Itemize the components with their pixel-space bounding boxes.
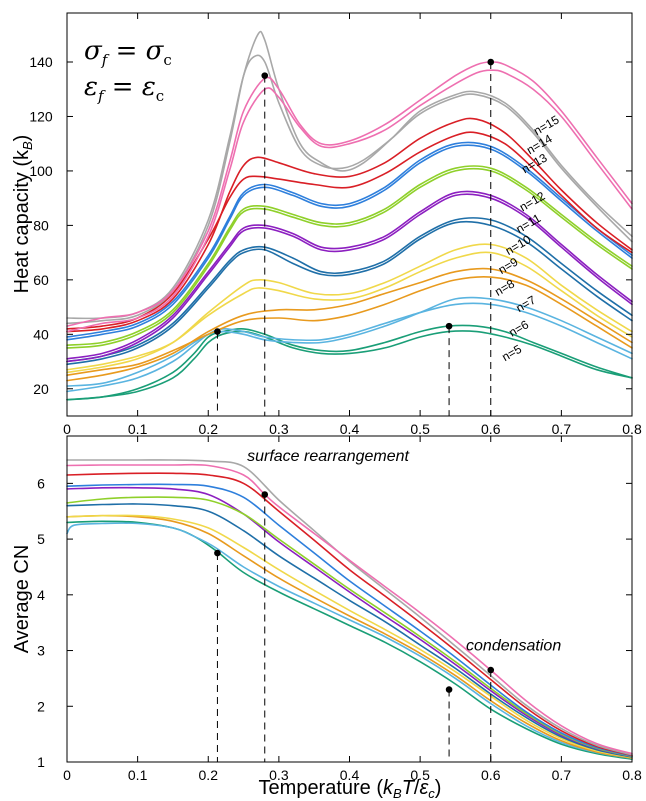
series-label-n8: n=8	[492, 276, 517, 298]
series-line-n7-2	[66, 514, 633, 759]
ytick-label: 2	[37, 698, 45, 714]
marker-dot-2	[445, 322, 453, 330]
annotation-surface-rearrangement: surface rearrangement	[247, 448, 409, 465]
ytick-label: 6	[37, 475, 45, 491]
series-line-n8-7	[66, 251, 633, 371]
xtick-label: 0.3	[269, 767, 289, 783]
marker-dot-1	[261, 491, 269, 498]
ytick-label: 4	[37, 587, 45, 603]
series-line-n5-1	[66, 324, 633, 401]
series-label-n9: n=9	[496, 255, 521, 277]
equation-epsilon: εf = εc	[84, 72, 164, 105]
series-line-n11-6	[66, 496, 633, 758]
series-line-n15-21	[66, 69, 633, 333]
equation-sigma: σf = σc	[84, 36, 172, 69]
series-line-n5-0	[66, 330, 633, 401]
series-line-n10-5	[66, 486, 633, 758]
series-label-n5: n=5	[499, 342, 524, 364]
cn-annotations: surface rearrangement condensation	[247, 448, 561, 654]
series-line-n11-13	[66, 165, 633, 346]
series-line-n9-4	[66, 503, 633, 758]
xtick-label: 0	[63, 421, 71, 437]
ytick-label: 60	[33, 272, 49, 288]
heat-capacity-panel: n=15n=14n=13n=12n=11n=10n=9n=8n=7n=6n=5 …	[11, 12, 642, 437]
series-line-n10-11	[66, 190, 633, 360]
ytick-label: 40	[33, 326, 49, 342]
marker-dot-1	[261, 72, 269, 79]
ytick-label: 100	[29, 163, 53, 179]
series-line-n6-1	[66, 522, 633, 759]
cn-dashed-lines	[216, 494, 492, 762]
series-line-n12-14	[66, 144, 633, 341]
xtick-label: 0.2	[199, 767, 219, 783]
ytick-label: 3	[37, 643, 45, 659]
series-line-n12-15	[66, 141, 633, 338]
ytick-label: 5	[37, 531, 45, 547]
xtick-label: 0.8	[622, 421, 642, 437]
cn-markers	[214, 491, 495, 693]
series-line-n15-20	[66, 61, 633, 327]
xtick-label: 0.1	[128, 421, 148, 437]
temperature-xlabel: Temperature (kBT/εc)	[259, 777, 442, 801]
ytick-label: 140	[29, 54, 53, 70]
heat-capacity-dashed-lines	[216, 62, 492, 416]
coordination-number-panel: 0 0.1 0.2 0.3 0.4 0.5 0.6 0.7 0.8 1 2 3 4 5 6 surface …	[11, 435, 642, 801]
ytick-label: 1	[37, 754, 45, 770]
xtick-label: 0.4	[340, 421, 360, 437]
series-line-n13-16	[66, 117, 633, 333]
series-line-n8-3	[66, 514, 633, 759]
series-line-n9-9	[66, 217, 633, 363]
series-line-n7-4	[66, 267, 633, 382]
marker-dot-0	[214, 549, 221, 557]
ytick-label: 80	[33, 217, 49, 233]
series-label-n6: n=6	[506, 317, 531, 339]
xtick-label: 0.7	[552, 767, 572, 783]
marker-dot-3	[487, 666, 495, 674]
series-line-n11-12	[66, 167, 633, 349]
xtick-label: 0.4	[340, 767, 360, 783]
xtick-label: 0	[63, 767, 71, 783]
series-line-n6-3	[66, 296, 633, 387]
series-line-n14-18	[66, 30, 633, 325]
series-line-n9-8	[66, 220, 633, 366]
annotation-condensation: condensation	[466, 638, 561, 655]
xtick-label: 0.7	[552, 421, 572, 437]
xtick-label: 0.6	[481, 767, 501, 783]
marker-dot-0	[214, 328, 221, 335]
xtick-label: 0.5	[410, 421, 430, 437]
heat-capacity-curves	[66, 30, 633, 401]
series-line-n6-2	[66, 302, 633, 393]
series-line-n15-10	[66, 463, 633, 755]
cn-ticks: 0 0.1 0.2 0.3 0.4 0.5 0.6 0.7 0.8 1 2 3 4 5 6	[37, 436, 642, 783]
series-line-n14-19	[66, 54, 633, 320]
series-label-n11: n=11	[514, 211, 544, 236]
series-line-n10-10	[66, 193, 633, 363]
ytick-label: 120	[29, 108, 53, 124]
xtick-label: 0.2	[199, 421, 219, 437]
xtick-label: 0.3	[269, 421, 289, 437]
heat-capacity-ticks: 0 0.1 0.2 0.3 0.4 0.5 0.6 0.7 0.8 20 40 60 80 100 120 1…	[29, 13, 642, 437]
heat-capacity-ylabel: Heat capacity (kB)	[11, 135, 35, 294]
series-line-n12-7	[66, 483, 633, 757]
xtick-label: 0.5	[410, 767, 430, 783]
series-line-n14-9	[66, 459, 633, 756]
heat-capacity-markers	[214, 58, 495, 335]
cn-curves	[66, 459, 633, 760]
cn-ylabel: Average CN	[11, 545, 33, 654]
series-line-n13-8	[66, 472, 633, 757]
marker-dot-3	[487, 58, 495, 66]
xtick-label: 0.8	[622, 767, 642, 783]
marker-dot-2	[445, 686, 453, 693]
series-label-n7: n=7	[514, 293, 539, 315]
xtick-label: 0.6	[481, 421, 501, 437]
xtick-label: 0.1	[128, 767, 148, 783]
series-line-n7-5	[66, 276, 633, 376]
series-label-n12: n=12	[517, 189, 548, 215]
ytick-label: 20	[33, 381, 49, 397]
series-line-n13-17	[66, 131, 633, 330]
